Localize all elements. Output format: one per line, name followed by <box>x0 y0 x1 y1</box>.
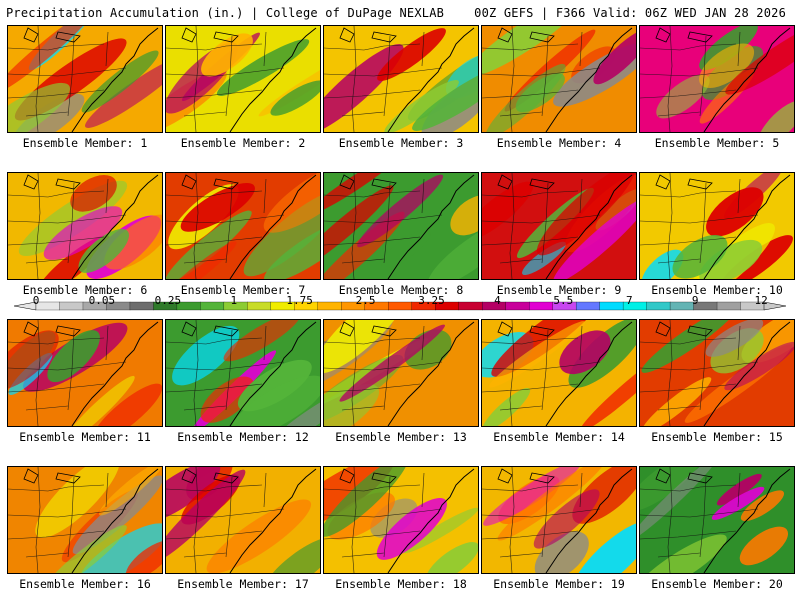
colorbar-labels: 0 0.05 0.25 1 1.75 2.5 3.25 4 5.5 7 9 12 <box>0 294 800 307</box>
ensemble-member-label: Ensemble Member: 4 <box>496 136 622 150</box>
ensemble-member-map <box>7 466 163 574</box>
precip-field <box>166 26 320 132</box>
ensemble-member-label: Ensemble Member: 19 <box>493 577 625 591</box>
colorbar-tick-label: 12 <box>754 294 768 307</box>
ensemble-member-label: Ensemble Member: 18 <box>335 577 467 591</box>
ensemble-member-label: Ensemble Member: 14 <box>493 430 625 444</box>
precip-field <box>482 26 636 132</box>
ensemble-member-label: Ensemble Member: 9 <box>496 283 622 297</box>
ensemble-member-label: Ensemble Member: 17 <box>177 577 309 591</box>
ensemble-member-map <box>481 172 637 280</box>
ensemble-member-label: Ensemble Member: 15 <box>651 430 783 444</box>
ensemble-member-map <box>165 466 321 574</box>
precip-field <box>324 173 478 279</box>
precip-field <box>640 173 794 279</box>
precip-field <box>8 26 162 132</box>
ensemble-member-map <box>7 172 163 280</box>
precip-field <box>640 467 794 573</box>
ensemble-member-label: Ensemble Member: 7 <box>180 283 306 297</box>
precip-colorbar <box>13 301 787 311</box>
colorbar-tick-label: 1 <box>230 294 238 307</box>
ensemble-member-map <box>165 172 321 280</box>
precip-field <box>640 320 794 426</box>
precip-field <box>166 173 320 279</box>
colorbar-tick-label: 2.5 <box>355 294 376 307</box>
ensemble-member-label: Ensemble Member: 10 <box>651 283 783 297</box>
ensemble-member-label: Ensemble Member: 1 <box>22 136 148 150</box>
ensemble-member-map <box>481 25 637 133</box>
ensemble-member-map <box>165 25 321 133</box>
precip-field <box>8 320 162 426</box>
ensemble-member-map <box>481 466 637 574</box>
ensemble-member-label: Ensemble Member: 12 <box>177 430 309 444</box>
precip-field <box>324 320 478 426</box>
colorbar-tick-label: 0.25 <box>154 294 182 307</box>
ensemble-member-map <box>165 319 321 427</box>
precip-field <box>166 467 320 573</box>
ensemble-member-map <box>7 25 163 133</box>
colorbar-tick-label: 0 <box>32 294 40 307</box>
ensemble-member-map <box>639 25 795 133</box>
ensemble-member-map <box>7 319 163 427</box>
precip-field <box>324 26 478 132</box>
ensemble-member-label: Ensemble Member: 6 <box>22 283 148 297</box>
colorbar-tick-label: 4 <box>494 294 501 307</box>
colorbar-tick-label: 5.5 <box>553 294 574 307</box>
precip-field <box>8 467 162 573</box>
colorbar-tick-label: 0.05 <box>88 294 116 307</box>
colorbar-tick-label: 7 <box>625 294 633 307</box>
colorbar-tick-label: 3.25 <box>418 294 445 307</box>
ensemble-member-label: Ensemble Member: 2 <box>180 136 306 150</box>
colorbar-tick-label: 1.75 <box>286 294 313 307</box>
precip-field <box>482 173 636 279</box>
ensemble-member-label: Ensemble Member: 11 <box>19 430 151 444</box>
precip-field <box>482 320 636 426</box>
ensemble-member-map <box>639 466 795 574</box>
precip-field <box>324 467 478 573</box>
ensemble-member-map <box>323 319 479 427</box>
header-title: Precipitation Accumulation (in.) | Colle… <box>6 6 445 20</box>
ensemble-member-label: Ensemble Member: 3 <box>338 136 464 150</box>
ensemble-member-map <box>323 25 479 133</box>
colorbar-max-arrow <box>763 301 787 311</box>
ensemble-member-label: Ensemble Member: 20 <box>651 577 783 591</box>
ensemble-member-map <box>481 319 637 427</box>
ensemble-member-label: Ensemble Member: 16 <box>19 577 151 591</box>
ensemble-member-map <box>639 319 795 427</box>
precip-field <box>640 26 794 132</box>
ensemble-member-label: Ensemble Member: 13 <box>335 430 467 444</box>
precip-field <box>166 320 320 426</box>
ensemble-member-map <box>323 172 479 280</box>
ensemble-member-map <box>323 466 479 574</box>
precip-field <box>482 467 636 573</box>
precip-field <box>8 173 162 279</box>
header-run-info: 00Z GEFS | F366 Valid: 06Z WED JAN 28 20… <box>474 6 786 20</box>
ensemble-member-map <box>639 172 795 280</box>
ensemble-member-label: Ensemble Member: 5 <box>654 136 780 150</box>
ensemble-member-label: Ensemble Member: 8 <box>338 283 464 297</box>
colorbar-tick-label: 9 <box>691 294 699 307</box>
